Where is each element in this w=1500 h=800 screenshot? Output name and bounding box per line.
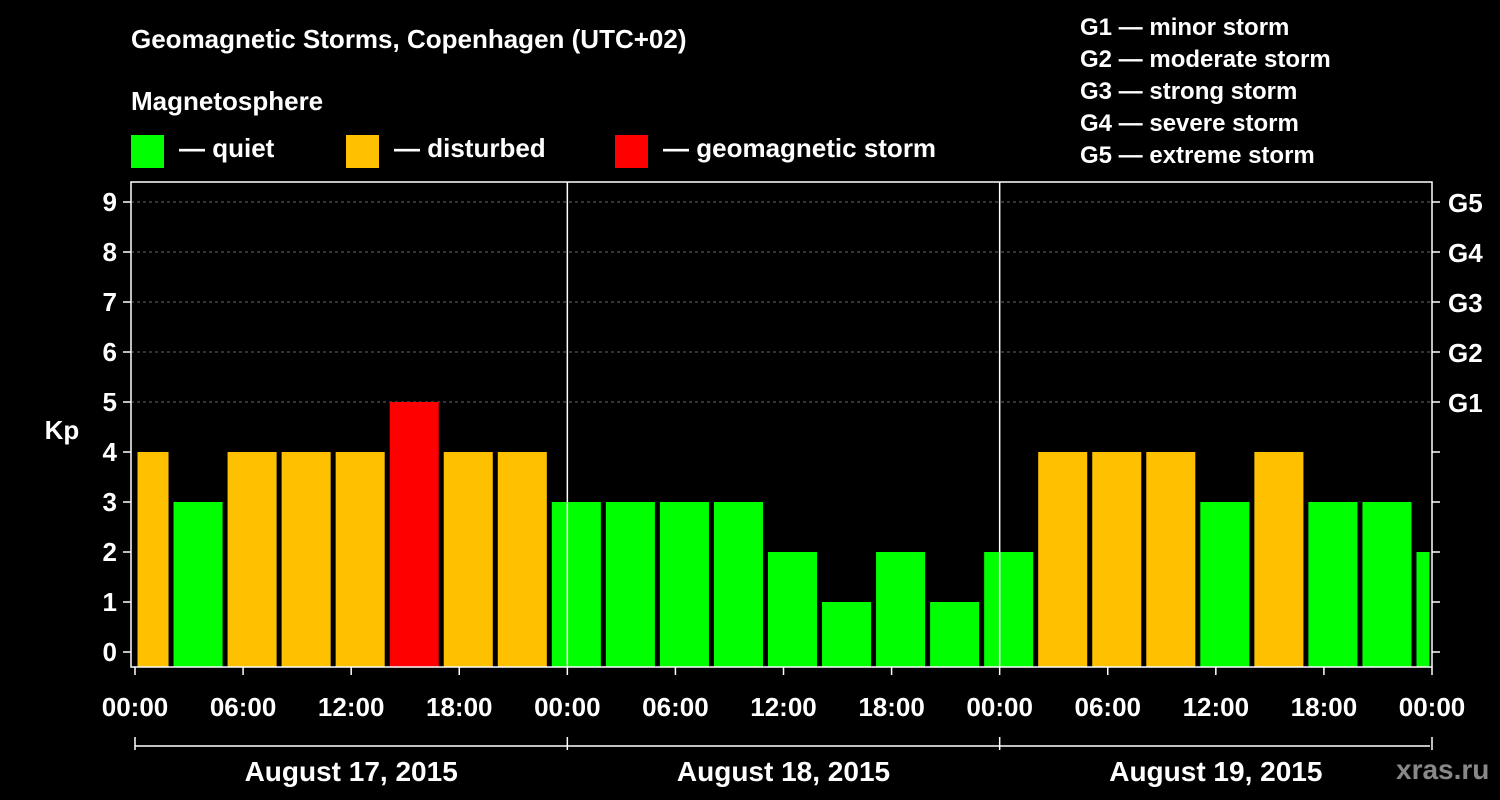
y-tick-label: 2	[103, 537, 117, 567]
kp-bar	[227, 452, 277, 667]
day-label: August 18, 2015	[677, 756, 890, 787]
x-tick-label: 12:00	[750, 692, 817, 722]
legend-swatch-storm	[615, 134, 648, 168]
x-tick-label: 00:00	[966, 692, 1033, 722]
y-axis-label: Kp	[45, 415, 80, 445]
x-tick-label: 00:00	[1399, 692, 1466, 722]
x-tick-label: 00:00	[102, 692, 169, 722]
storm-scale-g1: G1 — minor storm	[1080, 14, 1290, 41]
g-scale-label: G5	[1448, 188, 1483, 218]
storm-scale-g5: G5 — extreme storm	[1080, 142, 1315, 169]
y-tick-label: 6	[103, 337, 117, 367]
x-tick-label: 18:00	[426, 692, 493, 722]
day-label: August 19, 2015	[1109, 756, 1322, 787]
x-tick-label: 18:00	[1291, 692, 1358, 722]
kp-bar	[605, 502, 655, 667]
y-tick-label: 8	[103, 237, 117, 267]
legend-quiet: — quiet	[131, 132, 275, 168]
x-tick-label: 18:00	[858, 692, 925, 722]
g-scale-label: G2	[1448, 338, 1483, 368]
x-tick-label: 06:00	[1075, 692, 1142, 722]
y-tick-label: 9	[103, 187, 117, 217]
kp-bar	[713, 502, 763, 667]
watermark: xras.ru	[1396, 754, 1490, 785]
kp-bar	[1038, 452, 1088, 667]
magnetosphere-label: Magnetosphere	[131, 86, 324, 116]
x-tick-label: 06:00	[642, 692, 709, 722]
x-tick-label: 12:00	[1183, 692, 1250, 722]
kp-bar	[984, 552, 1034, 667]
legend-label-quiet: — quiet	[179, 132, 275, 163]
g-scale-label: G1	[1448, 388, 1483, 418]
legend-swatch-quiet	[131, 134, 164, 168]
kp-bar	[1092, 452, 1142, 667]
g-scale-label: G3	[1448, 288, 1483, 318]
kp-bar	[659, 502, 709, 667]
x-tick-label: 00:00	[534, 692, 601, 722]
kp-bar	[281, 452, 331, 667]
kp-bar	[1416, 552, 1430, 667]
legend-label-disturbed: — disturbed	[394, 132, 546, 163]
kp-bar	[876, 552, 926, 667]
y-tick-label: 0	[103, 637, 117, 667]
kp-bar	[1200, 502, 1250, 667]
y-tick-label: 7	[103, 287, 117, 317]
y-tick-label: 3	[103, 487, 117, 517]
kp-bar	[1308, 502, 1358, 667]
storm-scale-g3: G3 — strong storm	[1080, 78, 1298, 105]
y-tick-label: 4	[103, 437, 118, 467]
kp-bar	[497, 452, 547, 667]
kp-bar	[335, 452, 385, 667]
storm-scale-list: G1 — minor storm G2 — moderate storm G3 …	[1080, 12, 1331, 172]
kp-bar	[1146, 452, 1196, 667]
kp-bar	[1362, 502, 1412, 667]
kp-bar	[443, 452, 493, 667]
storm-scale-g2: G2 — moderate storm	[1080, 46, 1331, 73]
y-tick-label: 1	[103, 587, 117, 617]
kp-bar	[173, 502, 223, 667]
kp-bar	[137, 452, 169, 667]
kp-bar	[551, 502, 601, 667]
plot-frame	[130, 181, 1433, 668]
kp-bar	[389, 402, 439, 667]
legend-storm: — geomagnetic storm	[615, 132, 937, 168]
g-scale-label: G4	[1448, 238, 1483, 268]
legend-label-storm: — geomagnetic storm	[663, 132, 937, 163]
legend-disturbed: — disturbed	[346, 132, 546, 168]
kp-bar	[767, 552, 818, 667]
y-tick-label: 5	[103, 387, 117, 417]
kp-bar	[930, 602, 980, 667]
x-tick-label: 12:00	[318, 692, 385, 722]
kp-bar	[1254, 452, 1304, 667]
kp-bar	[822, 602, 872, 667]
chart-title: Geomagnetic Storms, Copenhagen (UTC+02)	[131, 24, 687, 54]
storm-scale-g4: G4 — severe storm	[1080, 110, 1299, 137]
legend-swatch-disturbed	[346, 134, 379, 168]
day-label: August 17, 2015	[245, 756, 458, 787]
x-tick-label: 06:00	[210, 692, 277, 722]
